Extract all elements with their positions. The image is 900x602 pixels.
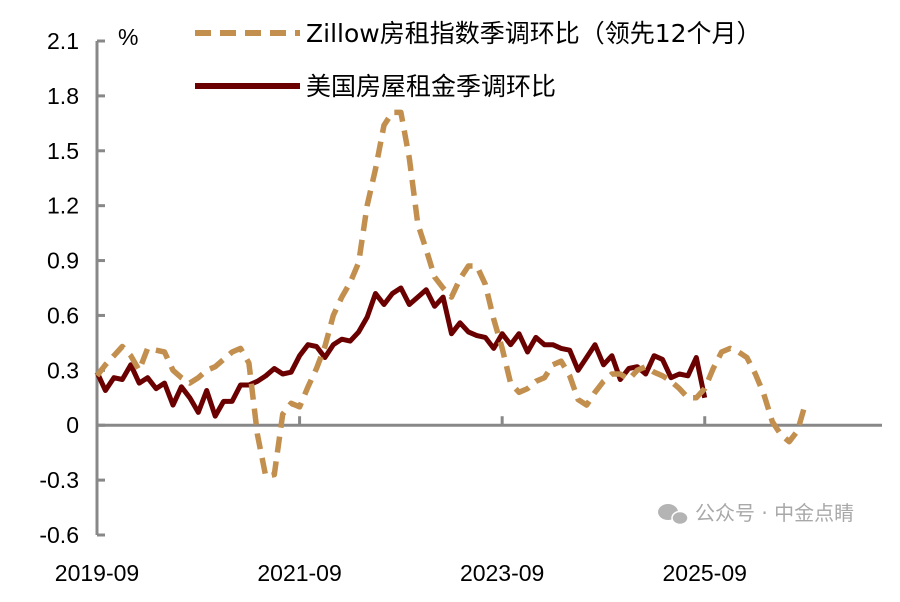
x-tick-label: 2019-09 [55,560,139,586]
watermark-text: 公众号 · 中金点睛 [695,501,854,525]
y-tick-label: 1.8 [47,83,79,109]
x-tick-label: 2025-09 [663,560,747,586]
x-tick-label: 2023-09 [460,560,544,586]
y-tick-label: 0 [66,412,79,438]
series-rent [94,285,708,419]
x-tick-label: 2021-09 [257,560,341,586]
series-zillow [94,109,809,480]
y-tick-label: 0.3 [47,357,79,383]
y-tick-label: -0.3 [39,467,79,493]
y-axis-unit: % [118,24,138,50]
y-tick-label: 1.2 [47,193,79,219]
series-line [94,109,809,480]
watermark: 公众号 · 中金点睛 [658,501,854,526]
y-tick-label: 0.6 [47,302,79,328]
legend-label-rent: 美国房屋租金季调环比 [306,72,556,101]
wechat-icon [658,504,689,526]
series-line [94,285,708,419]
legend-label-zillow: Zillow房租指数季调环比（领先12个月） [306,19,762,48]
y-tick-label: 2.1 [47,28,79,54]
y-tick-label: 0.9 [47,248,79,274]
y-tick-label: -0.6 [39,522,79,548]
y-tick-label: 1.5 [47,138,79,164]
